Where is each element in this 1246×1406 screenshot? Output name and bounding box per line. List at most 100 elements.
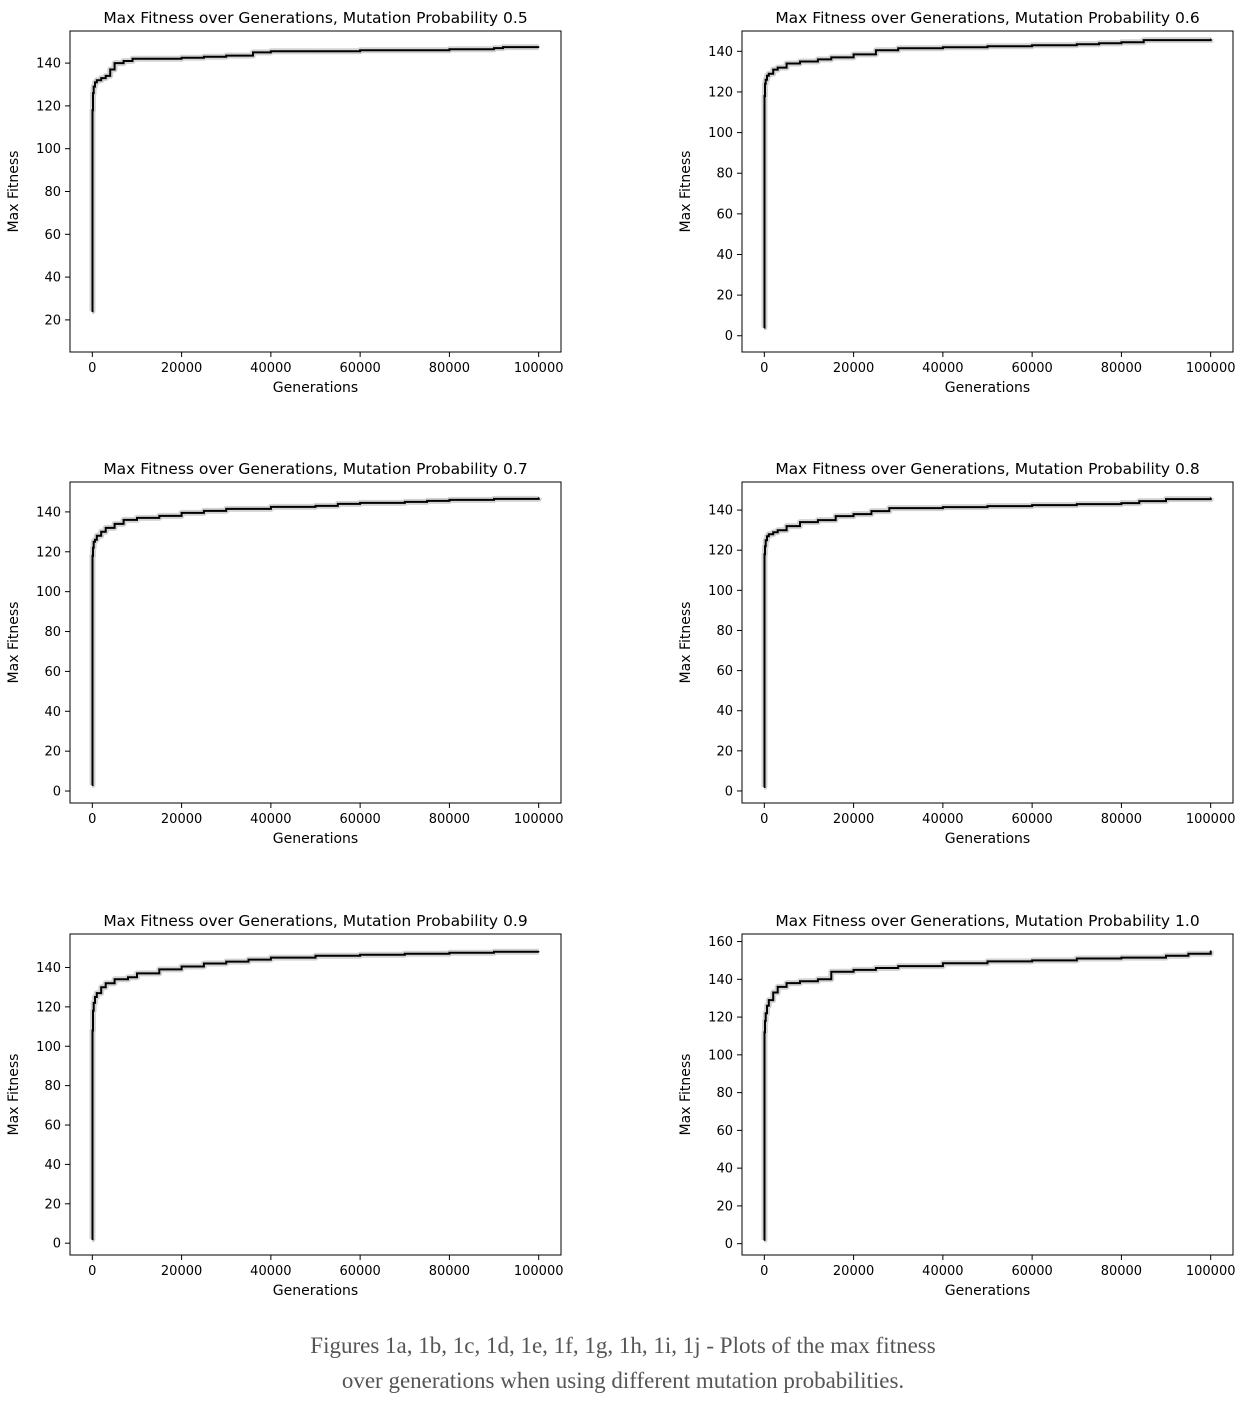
x-tick-label: 0	[760, 812, 768, 827]
data-point	[104, 982, 107, 985]
data-point	[772, 531, 775, 533]
data-point	[91, 784, 94, 786]
data-point	[100, 531, 103, 533]
y-tick-label: 120	[36, 545, 61, 560]
data-point	[448, 48, 451, 50]
y-axis-label: Max Fitness	[678, 1054, 694, 1136]
x-tick-label: 20000	[833, 361, 874, 376]
data-point	[817, 519, 819, 521]
data-point	[852, 513, 855, 515]
data-point	[1142, 39, 1145, 41]
figure-grid: Max Fitness over Generations, Mutation P…	[6, 9, 1236, 1299]
data-point	[359, 49, 361, 52]
data-point	[426, 500, 428, 502]
y-tick-label: 120	[708, 85, 733, 100]
data-point	[270, 50, 272, 53]
y-tick-label: 100	[708, 1048, 733, 1063]
plot-frame	[69, 481, 562, 804]
y-tick-label: 120	[36, 1000, 61, 1015]
data-point	[830, 56, 833, 59]
data-point	[897, 965, 900, 967]
x-tick-label: 20000	[161, 361, 202, 376]
data-point	[92, 1010, 94, 1012]
chart-title: Max Fitness over Generations, Mutation P…	[775, 460, 1199, 478]
x-tick-label: 40000	[922, 361, 963, 376]
data-point	[767, 72, 770, 75]
data-point	[772, 68, 775, 71]
y-tick-label: 80	[44, 625, 61, 640]
y-tick-label: 60	[44, 665, 61, 680]
data-point	[100, 986, 103, 988]
data-point	[763, 553, 766, 556]
data-point	[986, 45, 989, 48]
chart-title: Max Fitness over Generations, Mutation P…	[103, 912, 527, 930]
data-point	[113, 978, 116, 981]
chart-panel-5: Max Fitness over Generations, Mutation P…	[6, 912, 564, 1299]
series-line-1	[91, 46, 539, 313]
y-tick-label: 140	[708, 45, 733, 60]
data-point	[852, 53, 855, 56]
data-point	[314, 50, 317, 53]
data-point	[203, 962, 205, 965]
x-tick-label: 100000	[514, 361, 564, 376]
y-tick-label: 40	[716, 1162, 733, 1177]
confidence-band	[761, 37, 1214, 331]
x-tick-label: 100000	[1186, 361, 1236, 376]
confidence-band	[761, 496, 1214, 790]
data-point	[834, 515, 837, 517]
data-point	[1120, 41, 1123, 43]
y-tick-label: 100	[708, 584, 733, 599]
y-tick-label: 80	[716, 624, 733, 639]
data-point	[122, 60, 125, 62]
series-line-1	[91, 950, 539, 1241]
data-point	[113, 62, 116, 64]
data-point	[180, 512, 183, 514]
x-tick-label: 60000	[339, 812, 380, 827]
y-tick-label: 100	[36, 142, 61, 157]
data-point	[1209, 950, 1212, 952]
confidence-band	[89, 948, 539, 1243]
plot-frame	[741, 30, 1234, 353]
data-point	[830, 970, 833, 973]
x-tick-label: 100000	[1186, 1264, 1236, 1279]
y-tick-label: 20	[44, 1197, 61, 1212]
data-point	[1031, 44, 1033, 47]
x-tick-label: 0	[88, 1264, 96, 1279]
y-tick-label: 0	[725, 329, 733, 344]
data-point	[1209, 497, 1212, 499]
x-axis-label: Generations	[945, 831, 1030, 847]
y-tick-label: 40	[44, 271, 61, 286]
y-tick-label: 140	[708, 973, 733, 988]
data-point	[203, 55, 205, 58]
data-point	[776, 986, 779, 988]
y-tick-label: 20	[44, 745, 61, 760]
chart-title: Max Fitness over Generations, Mutation P…	[103, 460, 527, 478]
y-tick-label: 60	[44, 1119, 61, 1134]
data-point	[763, 326, 766, 329]
data-point	[91, 310, 94, 313]
figure-caption-line-1: Figures 1a, 1b, 1c, 1d, 1e, 1f, 1g, 1h, …	[310, 1333, 936, 1358]
data-point	[817, 978, 819, 981]
data-point	[94, 81, 96, 84]
data-point	[776, 66, 779, 69]
data-point	[799, 521, 801, 523]
x-tick-label: 20000	[161, 812, 202, 827]
y-axis-label: Max Fitness	[6, 151, 22, 233]
data-point	[785, 525, 788, 527]
data-point	[502, 46, 504, 48]
data-point	[537, 497, 540, 499]
y-tick-label: 0	[725, 784, 733, 799]
data-point	[799, 60, 801, 63]
x-tick-label: 60000	[339, 1264, 380, 1279]
y-tick-label: 60	[716, 207, 733, 222]
y-axis-label: Max Fitness	[6, 1054, 22, 1136]
data-point	[493, 950, 495, 953]
data-point	[875, 967, 877, 969]
y-tick-label: 100	[708, 126, 733, 141]
data-point	[537, 46, 540, 48]
y-tick-label: 40	[716, 704, 733, 719]
series-line-1	[91, 497, 540, 787]
data-point	[764, 545, 766, 547]
x-tick-label: 40000	[922, 812, 963, 827]
x-tick-label: 60000	[1011, 361, 1052, 376]
